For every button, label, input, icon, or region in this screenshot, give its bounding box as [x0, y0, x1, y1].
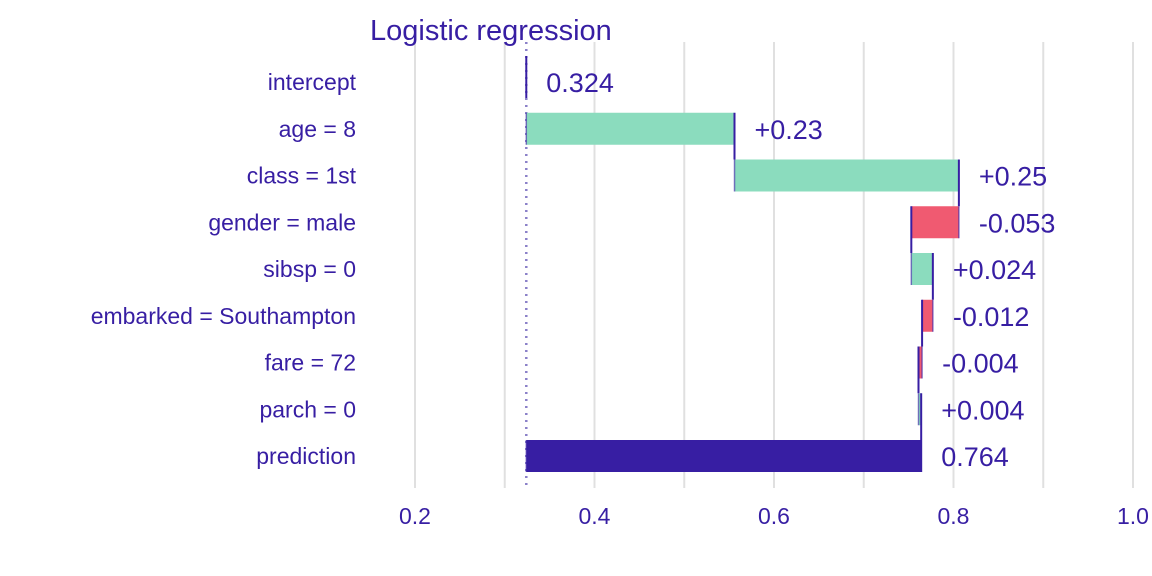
value-label: +0.23 — [755, 115, 823, 145]
labels: intercept 0.324 age = 8 +0.23 class = 1st +0.… — [91, 68, 1056, 472]
value-label: +0.004 — [941, 395, 1024, 425]
value-label: 0.324 — [546, 68, 614, 98]
category-label: gender = male — [208, 209, 356, 235]
category-label: embarked = Southampton — [91, 303, 356, 329]
value-label: -0.053 — [979, 208, 1056, 238]
value-label: 0.764 — [941, 442, 1009, 472]
category-label: sibsp = 0 — [263, 256, 356, 282]
bar-prediction — [526, 440, 922, 472]
x-tick-label: 1.0 — [1117, 503, 1149, 529]
x-tick-label: 0.8 — [938, 503, 970, 529]
value-label: +0.25 — [979, 162, 1047, 192]
chart-title: Logistic regression — [370, 15, 612, 47]
x-tick-label: 0.4 — [579, 503, 611, 529]
x-tick-label: 0.6 — [758, 503, 790, 529]
bar-positive — [918, 393, 922, 426]
bar-positive — [734, 159, 959, 192]
category-label: class = 1st — [247, 163, 357, 189]
bars — [525, 56, 960, 472]
category-label: prediction — [256, 443, 356, 469]
category-label: fare = 72 — [265, 350, 356, 376]
value-label: -0.004 — [942, 349, 1019, 379]
bar-negative — [911, 206, 959, 239]
value-label: +0.024 — [953, 255, 1036, 285]
bar-negative — [922, 299, 933, 332]
category-label: intercept — [268, 69, 357, 95]
bar-negative — [918, 346, 923, 379]
category-label: parch = 0 — [259, 396, 356, 422]
value-label: -0.012 — [953, 302, 1030, 332]
bar-positive — [911, 253, 933, 285]
x-axis: 0.2 0.4 0.6 0.8 1.0 — [399, 503, 1149, 529]
bar-positive — [526, 112, 735, 145]
x-tick-label: 0.2 — [399, 503, 431, 529]
category-label: age = 8 — [279, 116, 356, 142]
